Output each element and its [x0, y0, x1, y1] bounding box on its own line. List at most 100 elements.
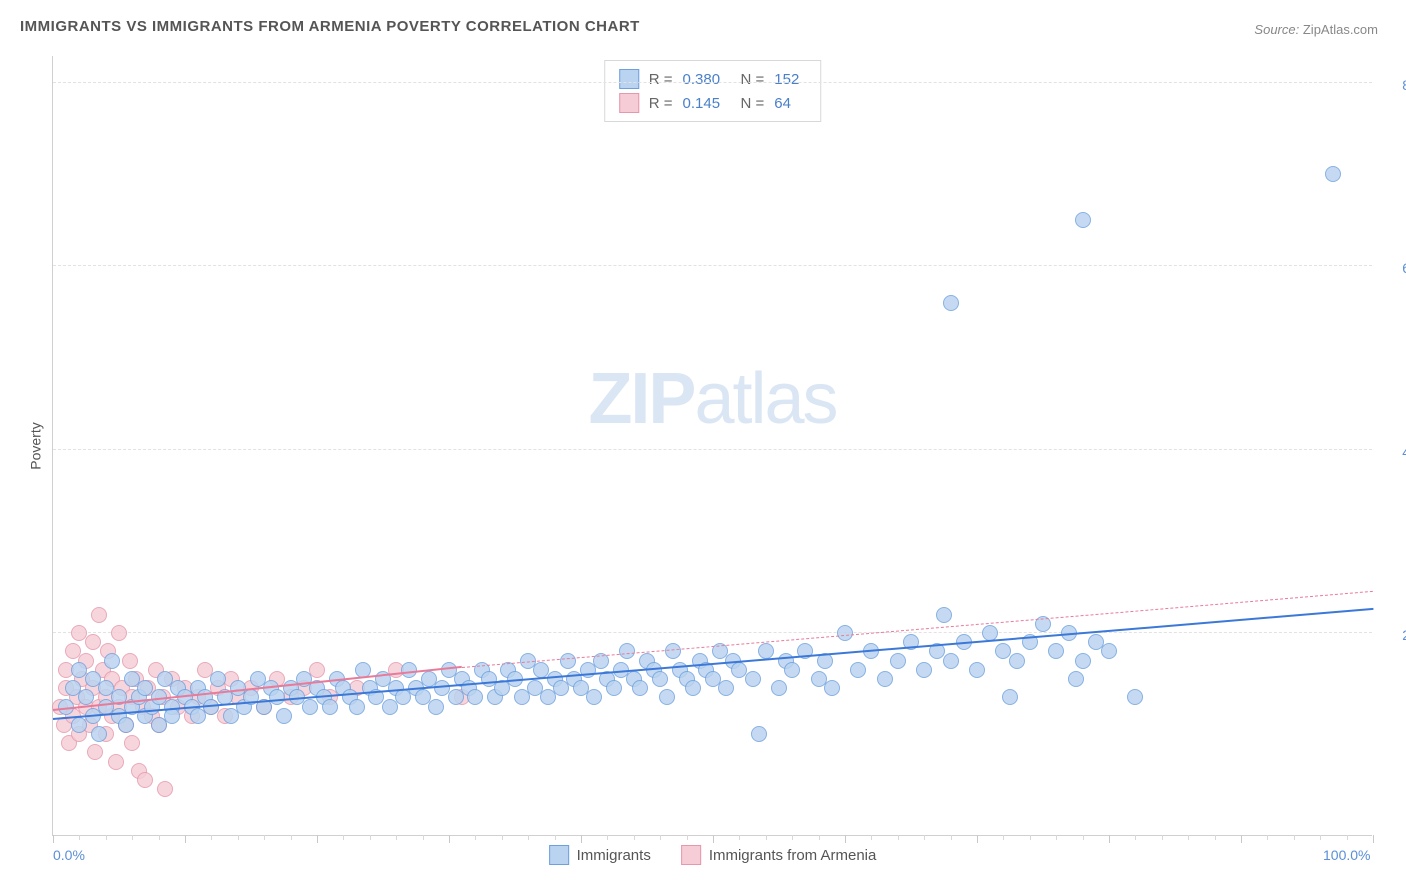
data-point	[718, 680, 734, 696]
x-tick-minor	[951, 835, 952, 840]
data-point	[652, 671, 668, 687]
legend-item: Immigrants	[549, 845, 651, 865]
x-tick-minor	[370, 835, 371, 840]
y-tick-label: 40.0%	[1382, 444, 1406, 460]
data-point	[890, 653, 906, 669]
stat-r-label: R =	[649, 95, 673, 112]
x-tick-minor	[264, 835, 265, 840]
data-point	[1127, 689, 1143, 705]
data-point	[118, 717, 134, 733]
data-point	[108, 754, 124, 770]
data-point	[751, 726, 767, 742]
data-point	[276, 708, 292, 724]
data-point	[78, 689, 94, 705]
data-point	[157, 781, 173, 797]
data-point	[137, 772, 153, 788]
x-tick-minor	[396, 835, 397, 840]
x-tick	[713, 835, 714, 843]
gridline	[53, 82, 1372, 83]
data-point	[560, 653, 576, 669]
legend-swatch	[681, 845, 701, 865]
data-point	[124, 735, 140, 751]
x-tick-minor	[1083, 835, 1084, 840]
data-point	[85, 634, 101, 650]
legend-label: Immigrants from Armenia	[709, 847, 877, 864]
stat-n-value: 152	[774, 71, 806, 88]
x-tick-minor	[898, 835, 899, 840]
data-point	[665, 643, 681, 659]
x-tick-minor	[502, 835, 503, 840]
x-tick	[53, 835, 54, 843]
gridline	[53, 449, 1372, 450]
data-point	[111, 625, 127, 641]
data-point	[1009, 653, 1025, 669]
x-tick-minor	[687, 835, 688, 840]
data-point	[122, 653, 138, 669]
x-tick-minor	[343, 835, 344, 840]
data-point	[771, 680, 787, 696]
stat-n-value: 64	[774, 95, 806, 112]
data-point	[1075, 653, 1091, 669]
data-point	[428, 699, 444, 715]
legend-swatch	[619, 69, 639, 89]
data-point	[943, 653, 959, 669]
x-tick-minor	[607, 835, 608, 840]
legend-item: Immigrants from Armenia	[681, 845, 877, 865]
data-point	[632, 680, 648, 696]
x-tick	[185, 835, 186, 843]
data-point	[104, 653, 120, 669]
data-point	[467, 689, 483, 705]
trend-line	[53, 608, 1373, 720]
x-tick-minor	[291, 835, 292, 840]
x-tick-minor	[106, 835, 107, 840]
data-point	[619, 643, 635, 659]
x-tick-minor	[1030, 835, 1031, 840]
legend-swatch	[619, 93, 639, 113]
x-tick	[449, 835, 450, 843]
data-point	[943, 295, 959, 311]
x-tick	[845, 835, 846, 843]
x-tick-minor	[475, 835, 476, 840]
y-axis-label: Poverty	[28, 422, 44, 469]
data-point	[1075, 212, 1091, 228]
data-point	[1002, 689, 1018, 705]
x-tick-minor	[1003, 835, 1004, 840]
watermark-bold: ZIP	[588, 359, 694, 439]
data-point	[784, 662, 800, 678]
data-point	[685, 680, 701, 696]
watermark-rest: atlas	[694, 359, 836, 439]
stat-r-value: 0.380	[683, 71, 731, 88]
x-tick-minor	[634, 835, 635, 840]
data-point	[1068, 671, 1084, 687]
data-point	[91, 726, 107, 742]
stat-n-label: N =	[741, 95, 765, 112]
x-tick	[581, 835, 582, 843]
y-tick-label: 20.0%	[1382, 627, 1406, 643]
data-point	[586, 689, 602, 705]
x-tick-minor	[211, 835, 212, 840]
x-tick-minor	[555, 835, 556, 840]
y-tick-label: 60.0%	[1382, 260, 1406, 276]
x-tick-minor	[528, 835, 529, 840]
data-point	[349, 699, 365, 715]
x-tick-minor	[1267, 835, 1268, 840]
stat-n-label: N =	[741, 71, 765, 88]
data-point	[91, 607, 107, 623]
x-tick-minor	[924, 835, 925, 840]
source-value: ZipAtlas.com	[1303, 22, 1378, 37]
x-tick-minor	[1135, 835, 1136, 840]
x-tick	[1373, 835, 1374, 843]
x-tick-minor	[792, 835, 793, 840]
data-point	[1101, 643, 1117, 659]
legend-label: Immigrants	[577, 847, 651, 864]
legend: Immigrants Immigrants from Armenia	[549, 845, 877, 865]
data-point	[745, 671, 761, 687]
x-tick-minor	[132, 835, 133, 840]
data-point	[936, 607, 952, 623]
y-tick-label: 80.0%	[1382, 77, 1406, 93]
scatter-plot-area: ZIPatlas R =0.380N =152R =0.145N =64 Imm…	[52, 56, 1372, 836]
x-tick-minor	[1215, 835, 1216, 840]
data-point	[322, 699, 338, 715]
correlation-stats-box: R =0.380N =152R =0.145N =64	[604, 60, 822, 122]
x-tick	[1109, 835, 1110, 843]
